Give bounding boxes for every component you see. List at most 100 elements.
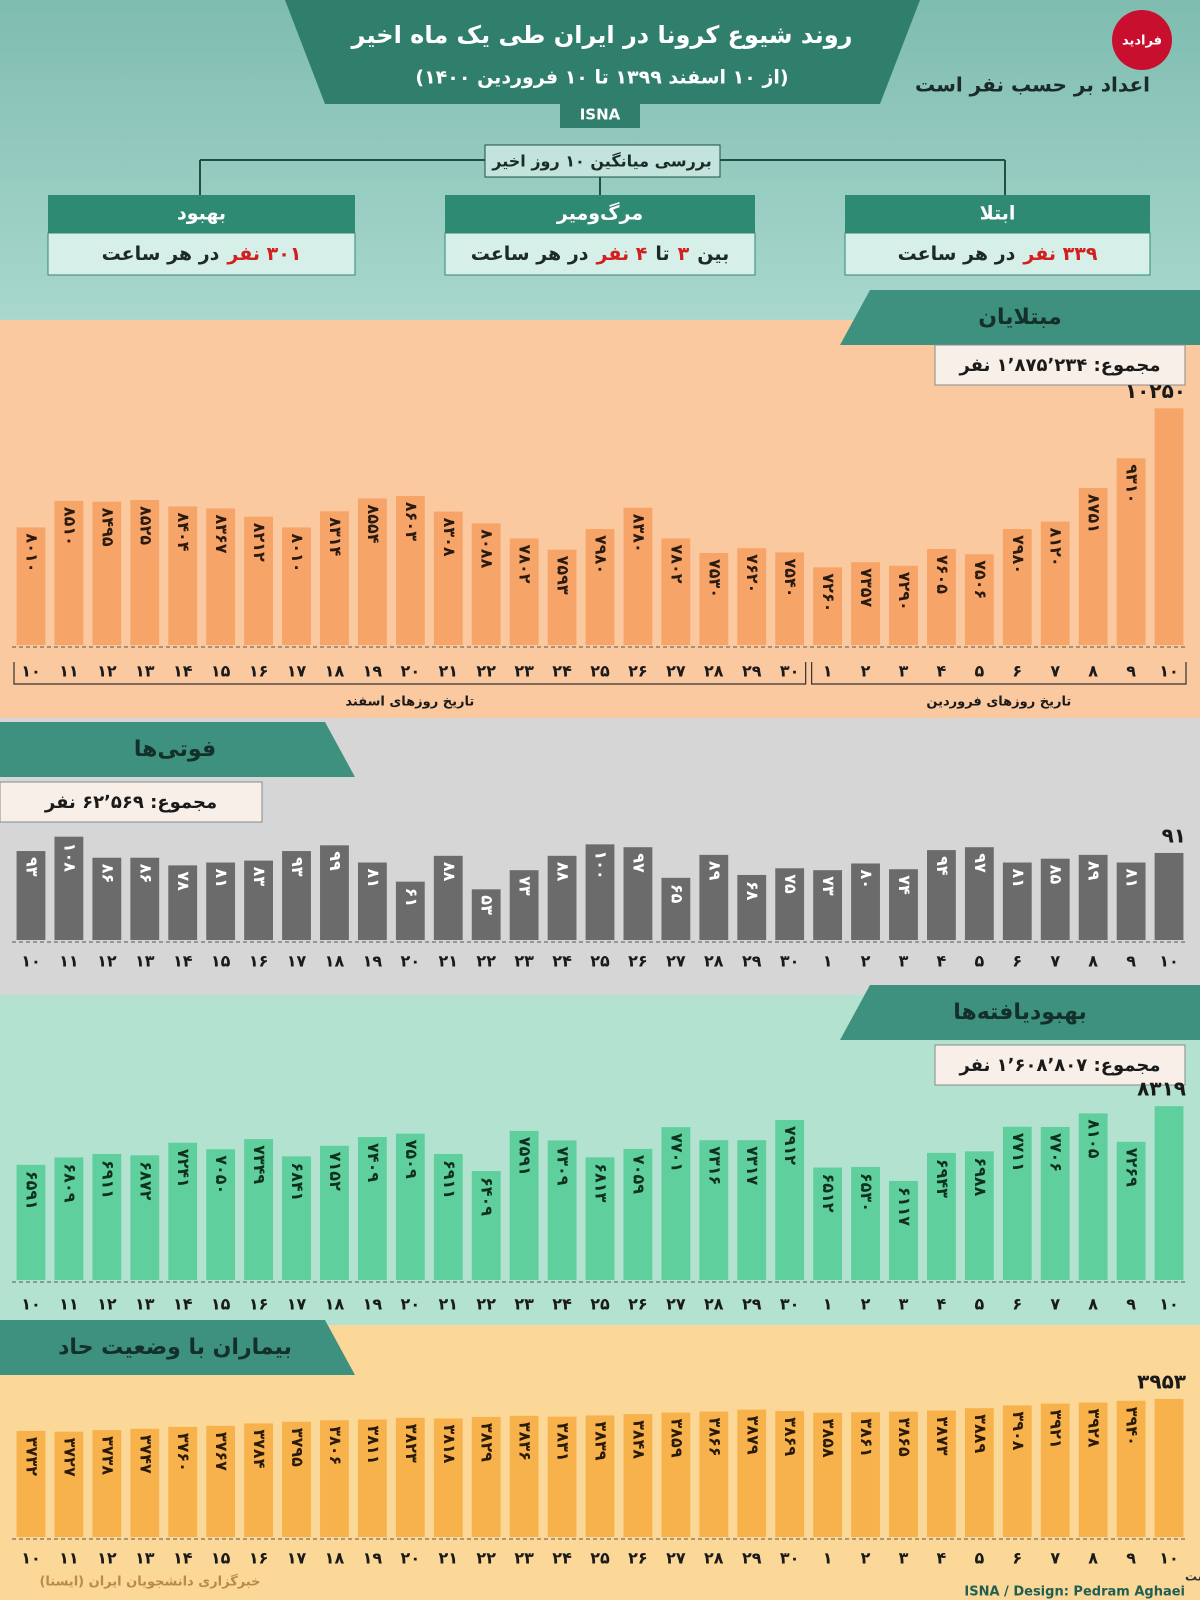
x-tick-label: ۲۰ (401, 1295, 421, 1314)
value-label: ۳۸۵۸ (819, 1419, 838, 1458)
value-label: ۶۱۱۷ (895, 1187, 914, 1226)
x-tick-label: ۲ (861, 1549, 871, 1568)
value-label: ۷۳۱۷ (743, 1146, 762, 1185)
bar (585, 529, 615, 645)
x-tick-label: ۲۱ (438, 952, 458, 971)
summary-box-title: ابتلا (980, 203, 1016, 225)
group-label: تاریخ روزهای فروردین (926, 695, 1071, 710)
x-tick-label: ۸ (1088, 662, 1098, 681)
x-tick-label: ۲۸ (704, 1295, 724, 1314)
bar (699, 854, 729, 940)
bar (206, 508, 236, 645)
x-tick-label: ۳ (899, 1549, 909, 1568)
x-tick-label: ۲۵ (590, 952, 610, 971)
x-tick-label: ۲۶ (628, 1295, 648, 1314)
bar (1154, 408, 1184, 645)
x-tick-label: ۲۰ (401, 952, 421, 971)
summary-title-box (484, 144, 721, 178)
bar (206, 1149, 236, 1280)
value-label: ۷۳۵۷ (857, 568, 876, 607)
x-tick-label: ۱۷ (287, 1295, 307, 1314)
x-tick-label: ۱۱ (59, 1549, 79, 1568)
bar (1154, 852, 1184, 940)
bar (244, 1139, 273, 1280)
x-tick-label: ۶ (1012, 1549, 1022, 1568)
value-label: ۳۹۵۳ (1137, 1369, 1186, 1393)
value-label: ۷۵۳۰ (705, 559, 724, 598)
x-tick-label: ۱۶ (249, 1549, 269, 1568)
bar (623, 507, 653, 645)
bar (699, 552, 729, 645)
group-bracket (13, 662, 807, 685)
value-label: ۳۷۳۲ (22, 1437, 41, 1476)
value-label: ۷۷۱۱ (1009, 1133, 1028, 1172)
bar (509, 870, 539, 940)
value-label: ۶۹۸۸ (971, 1157, 990, 1196)
summary-part: ۴ نفر (596, 243, 648, 265)
x-tick-label: ۲۶ (628, 1549, 648, 1568)
footer-signature: خبرگزاری دانشجویان ایران (ایسنا) (39, 1574, 260, 1590)
bar (1154, 1106, 1184, 1280)
bar (320, 1145, 349, 1280)
value-label: ۳۸۷۳ (933, 1417, 952, 1456)
x-tick-label: ۲۸ (704, 1549, 724, 1568)
summary-box-body (47, 232, 356, 276)
value-label: ۷۶۰۵ (933, 555, 952, 594)
bar (851, 1412, 880, 1537)
value-label: ۳۸۸۹ (971, 1414, 990, 1453)
x-tick-label: ۶ (1012, 662, 1022, 681)
summary-box-title: مرگ‌ومیر (556, 202, 643, 225)
total-box (934, 344, 1186, 386)
value-label: ۷۵۰۹ (402, 1140, 421, 1179)
bar (433, 1418, 463, 1537)
section-title: فوتی‌ها (134, 737, 216, 762)
value-label: ۳۸۱۸ (440, 1424, 459, 1463)
value-label: ۳۷۸۴ (250, 1429, 269, 1468)
x-tick-label: ۱۷ (287, 1549, 307, 1568)
bar (775, 1119, 805, 1280)
x-tick-label: ۱۲ (97, 952, 117, 971)
bar (1078, 1402, 1108, 1537)
x-tick-label: ۱۷ (287, 662, 307, 681)
x-tick-label: ۱ (823, 662, 833, 681)
bar (964, 1151, 994, 1280)
summary-part: تا (655, 243, 670, 265)
bar (623, 1148, 653, 1280)
x-tick-label: ۱۴ (173, 952, 193, 971)
value-label: ۹۴ (933, 856, 952, 876)
x-tick-label: ۲۳ (514, 1549, 534, 1568)
summary-box-body (444, 232, 756, 276)
summary-box-title: بهبود (177, 203, 226, 225)
x-tick-label: ۱۸ (325, 1295, 345, 1314)
value-label: ۳۷۶۰ (174, 1433, 193, 1472)
x-tick-label: ۲۵ (590, 1295, 610, 1314)
group-bracket (811, 662, 1187, 685)
value-label: ۳۸۲۳ (402, 1424, 421, 1463)
bar (889, 1411, 918, 1537)
x-tick-label: ۱۲ (97, 662, 117, 681)
value-label: ۳۸۴۸ (629, 1420, 648, 1459)
x-tick-label: ۹ (1126, 1295, 1136, 1314)
value-label: ۱۰۸ (60, 843, 79, 873)
x-tick-label: ۱ (823, 1295, 833, 1314)
summary-box-text: ۳۳۹ نفر در هر ساعت (845, 234, 1150, 274)
x-tick-label: ۹ (1126, 952, 1136, 971)
section-tab (840, 985, 1200, 1040)
bar (889, 869, 918, 940)
x-tick-label: ۱۰ (21, 1295, 41, 1314)
value-label: ۹۱ (1162, 823, 1186, 847)
x-tick-label: ۲۱ (438, 1549, 458, 1568)
value-label: ۸۴۰۴ (174, 512, 193, 551)
x-tick-label: ۹ (1126, 662, 1136, 681)
value-label: ۳۸۳۶ (516, 1422, 535, 1461)
x-tick-label: ۲۳ (514, 952, 534, 971)
x-tick-label: ۱۶ (249, 1295, 269, 1314)
x-tick-label: ۱۳ (135, 662, 155, 681)
x-tick-label: ۶ (1012, 952, 1022, 971)
x-tick-label: ۱۸ (325, 1549, 345, 1568)
value-label: ۸۳۶۷ (212, 514, 231, 553)
x-tick-label: ۸ (1088, 952, 1098, 971)
x-tick-label: ۲۷ (666, 1549, 686, 1568)
x-tick-label: ۲۹ (742, 1295, 762, 1314)
